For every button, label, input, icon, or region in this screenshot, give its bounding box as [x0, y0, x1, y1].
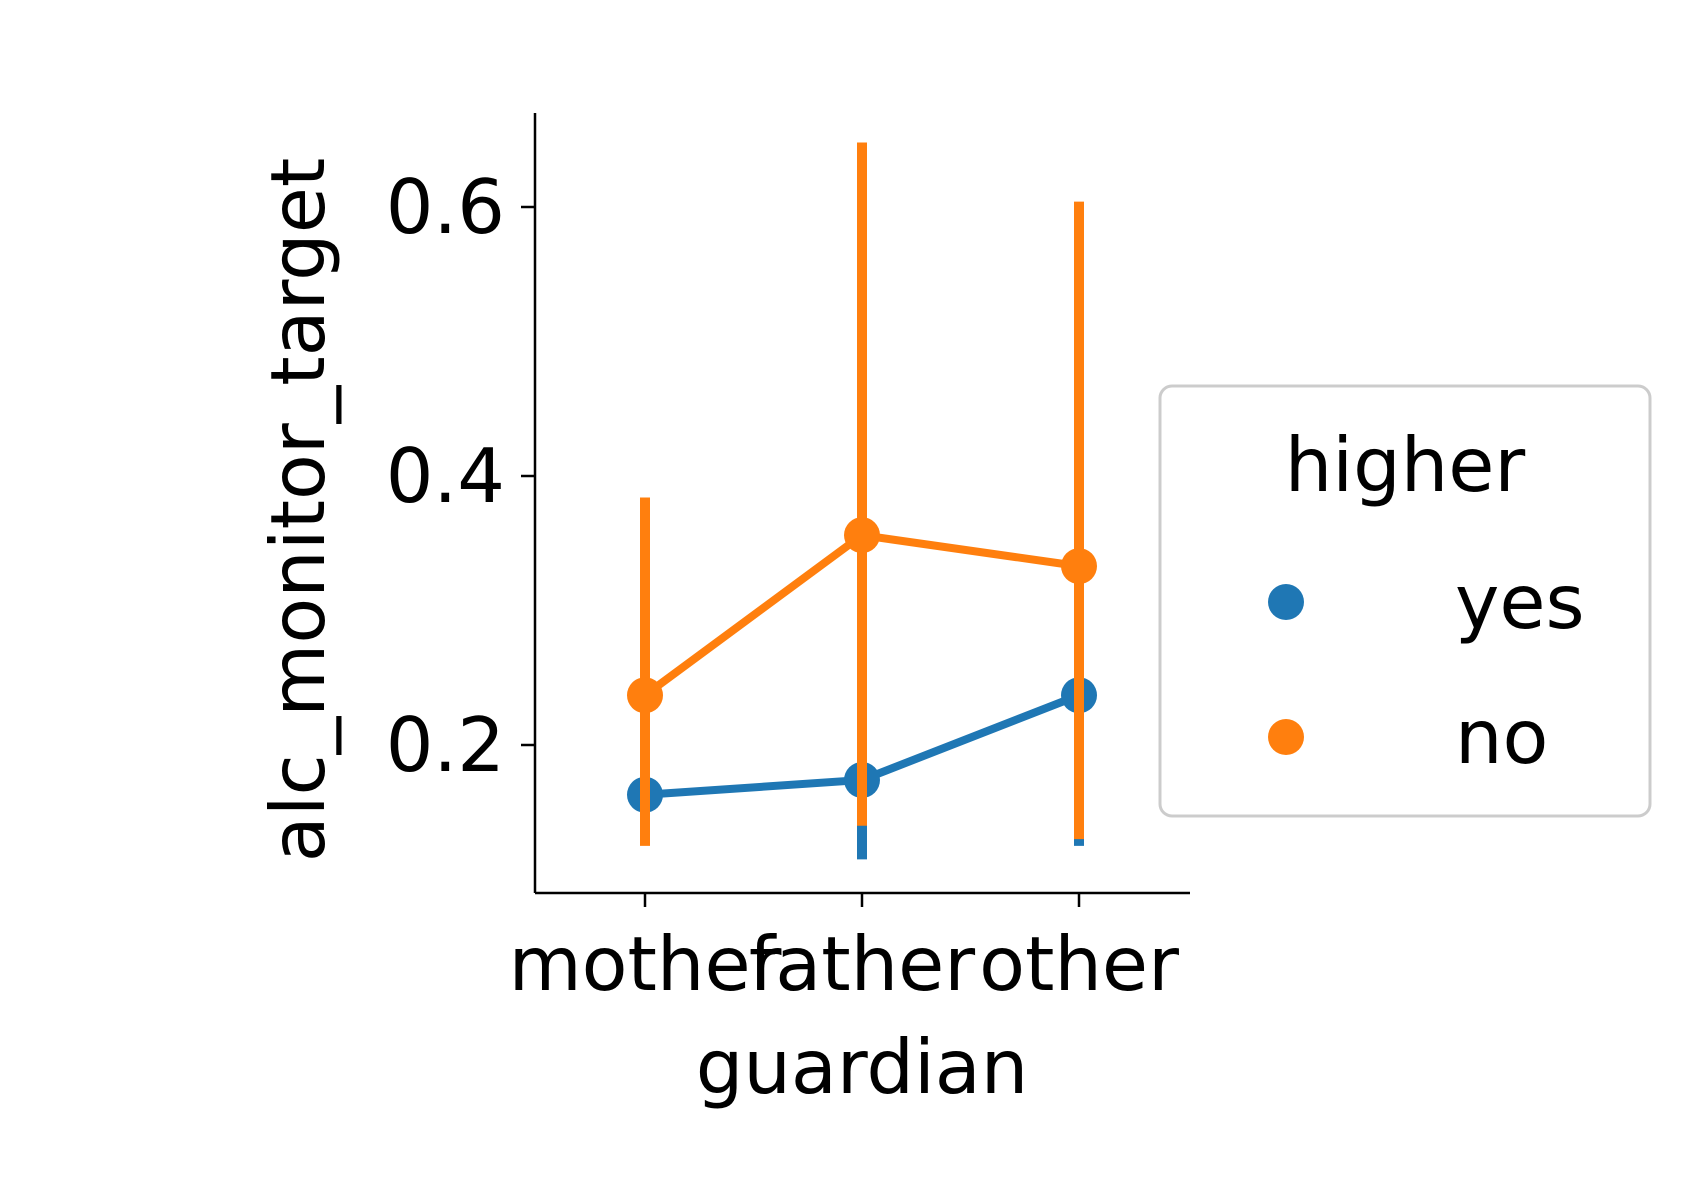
x-tick-label: father: [749, 920, 975, 1008]
legend-marker-yes: [1268, 584, 1304, 620]
legend-title: higher: [1285, 421, 1526, 509]
y-tick-label: 0.4: [386, 432, 505, 520]
data-point: [1061, 548, 1097, 585]
x-tick-label: other: [979, 920, 1179, 1008]
series-layer: [627, 142, 1097, 860]
legend-items: yes no: [1268, 558, 1585, 781]
x-tick-label: mother: [509, 920, 782, 1008]
y-tick-label: 0.6: [386, 163, 505, 251]
y-axis-ticks: 0.2 0.4 0.6: [386, 163, 535, 789]
legend-marker-no: [1268, 719, 1304, 755]
legend-label-yes: yes: [1455, 558, 1585, 646]
legend-frame: [1158, 384, 1652, 818]
y-axis-label: alc_monitor_target: [254, 158, 342, 863]
x-axis-label: guardian: [696, 1023, 1029, 1111]
legend: higher yes no: [1158, 384, 1652, 818]
series-no: [627, 142, 1097, 846]
y-tick-label: 0.2: [386, 701, 505, 789]
data-point: [844, 517, 880, 554]
legend-label-no: no: [1455, 693, 1548, 781]
data-point: [627, 677, 663, 714]
